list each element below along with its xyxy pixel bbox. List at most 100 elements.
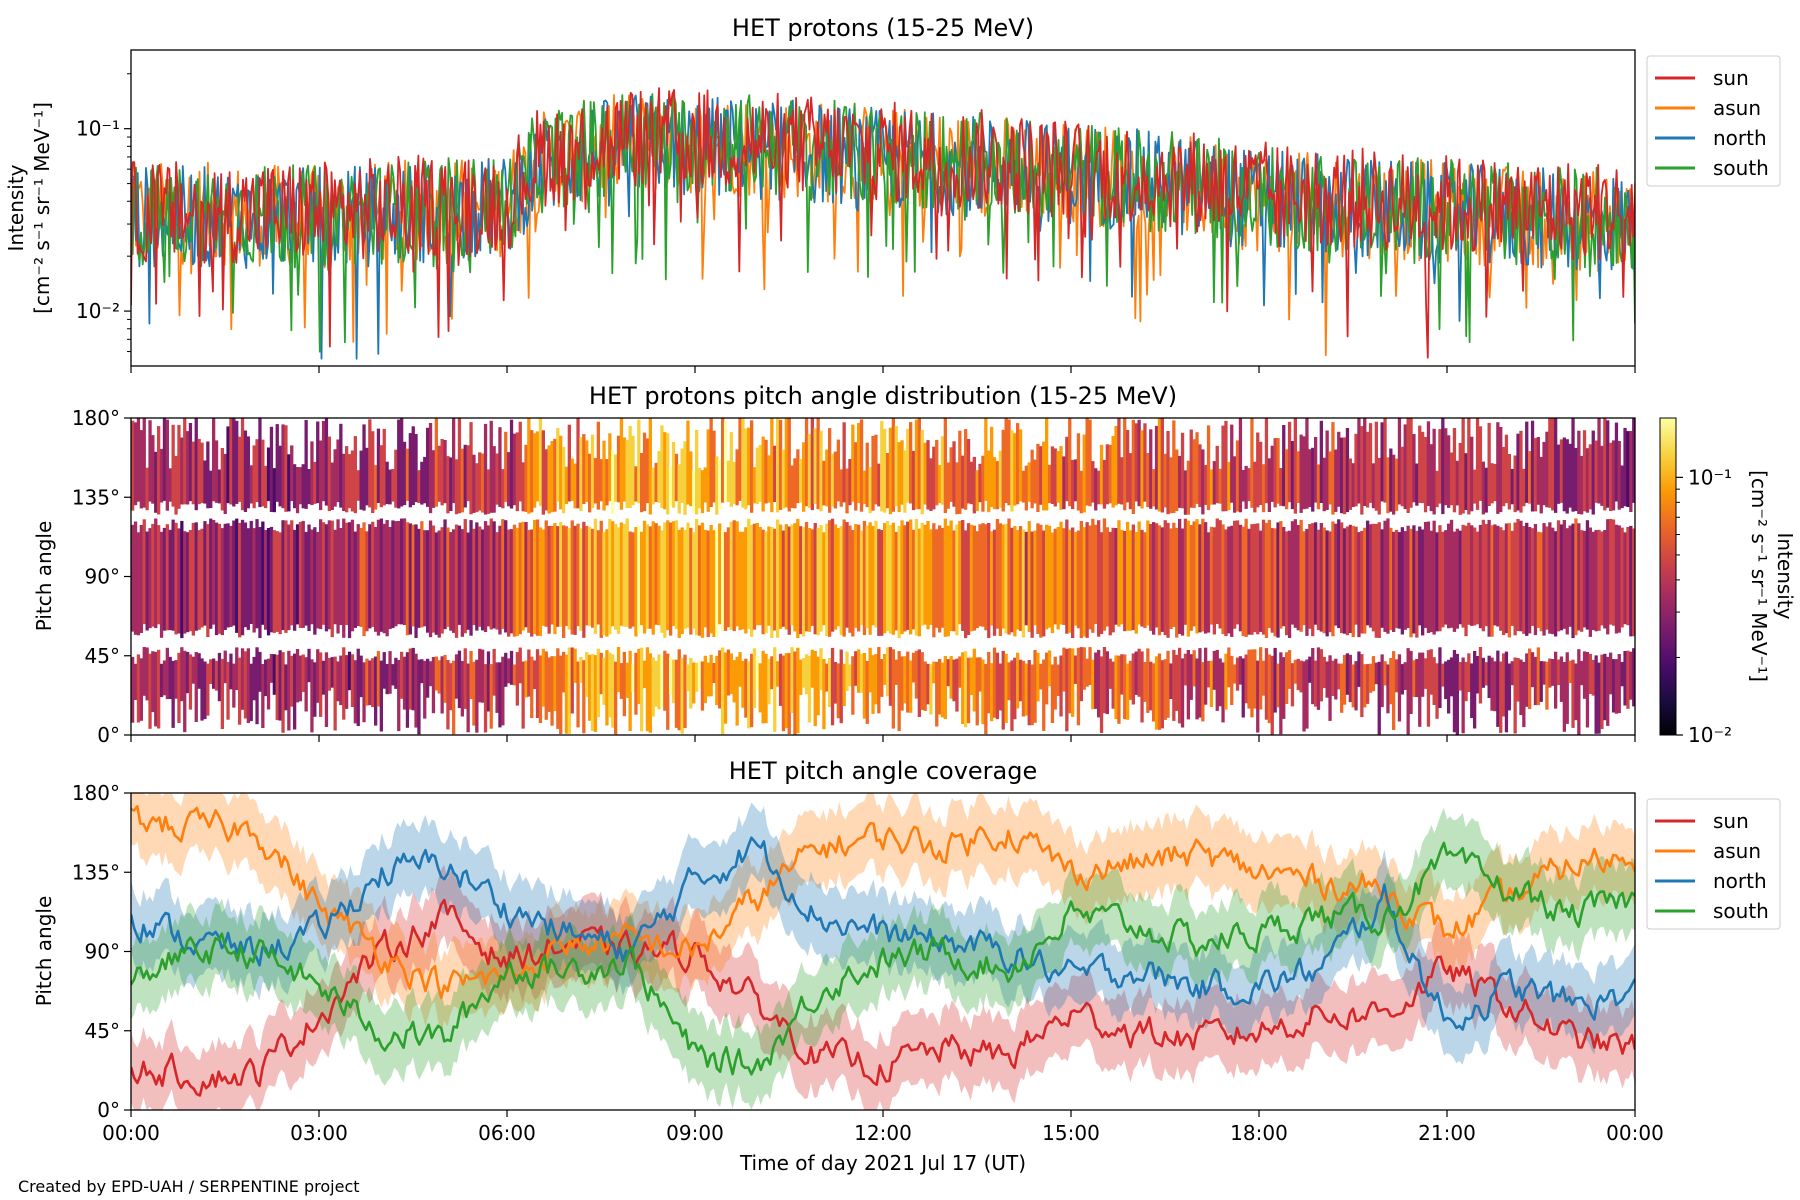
pad-cell <box>463 519 467 634</box>
pad-cell <box>229 653 233 690</box>
pad-cell <box>1172 522 1176 627</box>
pad-cell <box>807 655 812 723</box>
pad-cell <box>1452 650 1457 733</box>
pad-cell <box>255 439 259 503</box>
colorbar-tick-label: 10⁻² <box>1688 723 1732 747</box>
pad-cell <box>992 457 997 510</box>
pad-cell <box>851 530 855 637</box>
pad-cell <box>1533 524 1538 636</box>
pad-cell <box>420 659 424 684</box>
pad-cell <box>1496 422 1500 514</box>
pad-cell <box>1447 659 1451 714</box>
pad-cell <box>408 433 412 508</box>
pad-cell <box>154 451 158 513</box>
x-tick-label: 00:00 <box>102 1121 160 1145</box>
pad-cell <box>1606 519 1610 635</box>
pad-cell <box>920 652 924 710</box>
pad-cell <box>1516 658 1520 702</box>
pad-cell <box>1128 530 1133 631</box>
pad-cell <box>376 428 381 503</box>
pad-cell <box>530 529 534 637</box>
pad-cell <box>1331 521 1335 637</box>
pad-cell <box>1076 647 1081 726</box>
pad-cell <box>712 430 716 503</box>
pad-cell <box>466 663 470 733</box>
pad-cell <box>492 648 496 696</box>
pad-cell <box>535 649 540 718</box>
pad-cell <box>842 422 846 503</box>
pad-cell <box>527 529 531 633</box>
pad-cell <box>642 520 647 634</box>
pad-cell <box>946 659 950 687</box>
pad-cell <box>1065 436 1069 502</box>
pad-cell <box>1065 648 1069 732</box>
pad-cell <box>391 469 395 502</box>
pad-cell <box>1102 647 1107 714</box>
pad-cell <box>171 660 175 728</box>
pad-cell <box>1126 430 1130 503</box>
pad-cell <box>1227 647 1231 688</box>
pad-cell <box>1340 663 1344 713</box>
pad-cell <box>220 658 224 729</box>
pad-cell <box>379 518 383 632</box>
pad-cell <box>645 647 650 732</box>
pad-cell <box>914 519 919 636</box>
pad-cell <box>1597 662 1601 734</box>
pad-cell <box>1536 437 1540 505</box>
pad-cell <box>903 450 907 513</box>
pad-cell <box>1606 420 1610 508</box>
pad-cell <box>162 418 167 501</box>
pad-cell <box>666 653 670 730</box>
pad-cell <box>217 523 222 634</box>
pad-cell <box>1253 461 1257 513</box>
pad-cell <box>964 429 968 510</box>
pad-cell <box>1097 520 1101 637</box>
pad-cell <box>1250 649 1254 718</box>
pad-cell <box>197 438 201 505</box>
pad-cell <box>209 659 213 684</box>
pad-cell <box>194 522 198 631</box>
pad-cell <box>943 418 947 513</box>
pad-cell <box>1282 657 1286 719</box>
pad-cell <box>200 442 204 504</box>
pad-cell <box>1039 524 1043 638</box>
pad-cell <box>316 421 320 504</box>
pad-cell <box>857 524 861 632</box>
pad-cell <box>1435 663 1439 719</box>
pad-cell <box>949 656 953 699</box>
pad-cell <box>1502 530 1506 636</box>
panel1-x-ticks <box>130 366 1636 373</box>
pad-cell <box>1478 426 1483 501</box>
pad-cell <box>1209 469 1214 505</box>
pad-cell <box>1204 465 1208 505</box>
pad-cell <box>949 520 953 631</box>
pad-cell <box>1504 523 1509 634</box>
pad-cell <box>1394 659 1399 693</box>
pad-cell <box>984 663 988 735</box>
pad-cell <box>865 525 869 629</box>
pad-cell <box>223 523 227 630</box>
pad-cell <box>1600 531 1604 626</box>
pad-cell <box>940 662 945 718</box>
pad-cell <box>165 647 169 700</box>
pad-cell <box>385 520 389 637</box>
legend-label-asun: asun <box>1713 96 1761 120</box>
pad-cell <box>588 453 592 513</box>
panel2-y-axis: 0°45°90°135°180° <box>72 406 131 747</box>
pad-cell <box>304 531 308 626</box>
pad-cell <box>264 465 268 509</box>
pad-cell <box>550 656 554 726</box>
pad-cell <box>1059 655 1063 717</box>
pad-cell <box>191 522 195 636</box>
pad-cell <box>1099 444 1104 505</box>
pad-cell <box>1568 443 1572 508</box>
pad-cell <box>1530 528 1535 626</box>
pad-cell <box>495 453 499 505</box>
pad-cell <box>243 651 248 719</box>
pad-cell <box>741 418 745 508</box>
pad-cell <box>148 653 152 729</box>
pad-cell <box>695 430 699 515</box>
pad-cell <box>625 662 629 698</box>
pad-cell <box>1175 527 1179 638</box>
pad-cell <box>744 658 748 718</box>
